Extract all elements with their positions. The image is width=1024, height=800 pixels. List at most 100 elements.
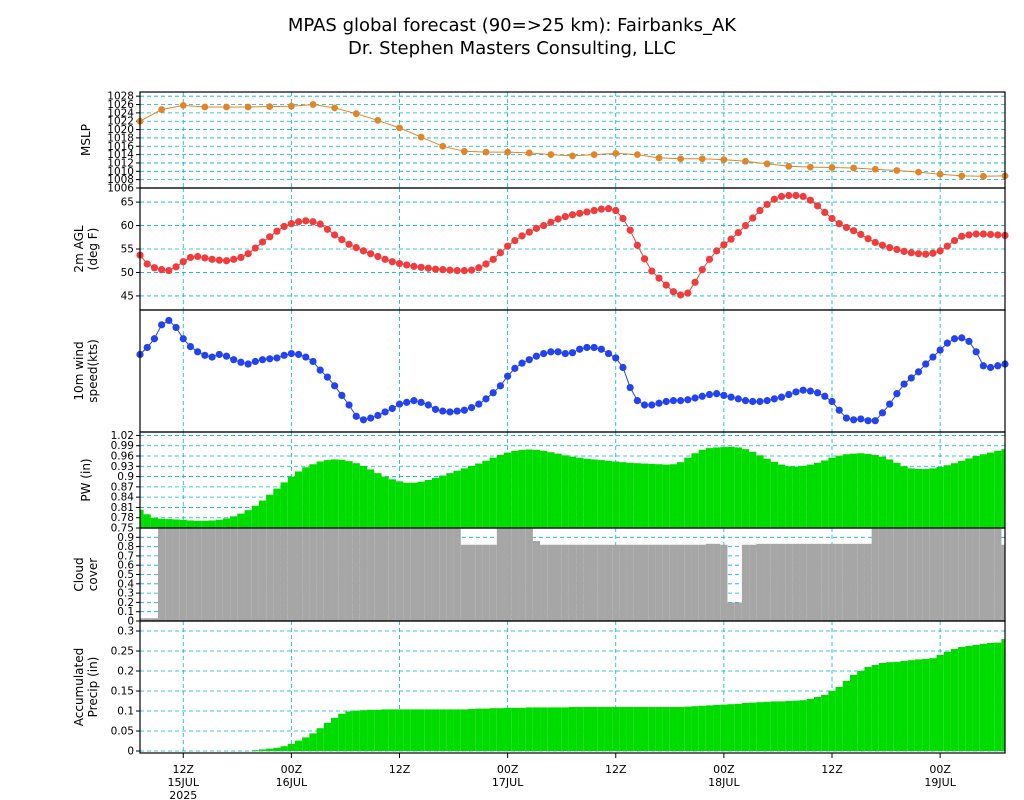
precip-bar	[958, 647, 966, 751]
temperature-point	[720, 241, 728, 249]
wind-point	[842, 414, 851, 422]
wind-point	[568, 349, 577, 357]
pw-bar	[273, 488, 281, 528]
y-tick-label: 1016	[107, 141, 134, 153]
pw-bar	[871, 454, 879, 528]
y-axis-label: 2m AGL	[72, 225, 86, 272]
wind-point	[986, 363, 995, 372]
pw-bar	[929, 468, 937, 528]
temperature-point	[741, 221, 750, 230]
pw-bar	[777, 464, 786, 528]
cloud-bar	[756, 543, 764, 621]
temperature-point	[994, 231, 1002, 239]
temperature-point	[950, 236, 959, 245]
pw-bar	[367, 469, 375, 528]
y-axis-label: MSLP	[79, 124, 93, 156]
precip-bar	[864, 667, 872, 751]
cloud-bar	[698, 544, 706, 621]
pw-bar	[439, 475, 447, 528]
y-tick-label: 0.1	[117, 706, 134, 718]
precip-bar	[893, 661, 901, 751]
temperature-point	[525, 228, 533, 236]
temperature-point	[258, 238, 267, 246]
panel-pw: 0.750.780.810.840.870.90.930.960.991.02 P…	[79, 430, 1006, 535]
temperature-point	[467, 266, 476, 274]
wind-point	[410, 397, 418, 405]
wind-point	[143, 343, 151, 352]
temperature-point	[770, 195, 778, 203]
precip-bar	[950, 649, 959, 751]
x-tick-label: 16JUL	[276, 776, 308, 789]
wind-point	[669, 397, 678, 405]
x-tick-label: 00Z	[497, 763, 519, 776]
temperature-point	[597, 205, 605, 213]
pw-bar	[655, 464, 663, 528]
mslp-point	[828, 164, 836, 171]
temperature-point	[640, 255, 649, 263]
mslp-point	[331, 104, 339, 112]
wind-point	[756, 397, 764, 406]
wind-point	[640, 401, 649, 409]
cloud-bar	[958, 528, 966, 621]
precip-bar	[734, 703, 742, 751]
temperature-point	[158, 266, 166, 274]
pw-bar	[316, 461, 324, 528]
cloud-bar	[230, 528, 238, 621]
mslp-point	[742, 157, 749, 165]
wind-point	[828, 397, 836, 406]
pw-bar	[886, 459, 894, 528]
temperature-point	[893, 245, 901, 254]
precip-bar	[417, 709, 425, 751]
wind-point	[453, 407, 461, 415]
cloud-bar	[309, 528, 317, 621]
pw-bar	[756, 455, 764, 528]
pw-bar	[698, 449, 706, 528]
precip-bar	[777, 701, 786, 751]
temperature-point	[496, 249, 505, 257]
pw-bar	[554, 453, 562, 528]
pw-bar	[835, 455, 843, 528]
temperature-point	[194, 252, 202, 261]
cloud-bar	[143, 618, 151, 621]
precip-bar	[640, 707, 649, 751]
temperature-point	[374, 252, 382, 261]
y-tick-label: 0.6	[117, 560, 134, 572]
mslp-point	[525, 149, 533, 157]
temperature-point	[172, 263, 180, 271]
pw-bar	[331, 459, 339, 528]
y-tick-label: 0	[127, 746, 134, 758]
cloud-bar	[669, 544, 678, 621]
pw-bar	[222, 518, 231, 528]
pw-bar	[950, 463, 959, 528]
cloud-bar	[172, 528, 180, 621]
cloud-bar	[655, 544, 663, 621]
cloud-bar	[857, 543, 865, 621]
precip-bar	[965, 645, 973, 751]
temperature-point	[677, 291, 685, 299]
precip-bar	[576, 707, 584, 751]
cloud-bar	[590, 544, 598, 621]
mslp-point	[201, 103, 209, 111]
wind-point	[172, 323, 180, 332]
temperature-point	[886, 243, 894, 252]
wind-point	[576, 345, 584, 353]
temperature-point	[691, 278, 699, 286]
wind-point	[785, 390, 793, 399]
y-tick-label: 0.84	[111, 492, 135, 504]
precip-bar	[763, 701, 771, 751]
wind-point	[850, 416, 858, 424]
panel-temperature: 45 50 55 60 65 2m AGL (deg F)	[72, 187, 1009, 311]
wind-point	[251, 357, 259, 366]
precip-bar	[525, 707, 533, 751]
y-tick-label: 0.3	[117, 588, 134, 600]
cloud-bar	[446, 528, 454, 621]
pw-bar	[302, 467, 310, 528]
cloud-bar	[381, 528, 389, 621]
precip-bar	[922, 659, 930, 751]
precip-bar	[388, 709, 396, 751]
pw-bar	[878, 456, 887, 528]
y-tick-label: 60	[121, 220, 134, 232]
cloud-bar	[482, 544, 490, 621]
pw-bar	[201, 520, 209, 528]
wind-point	[979, 362, 987, 370]
